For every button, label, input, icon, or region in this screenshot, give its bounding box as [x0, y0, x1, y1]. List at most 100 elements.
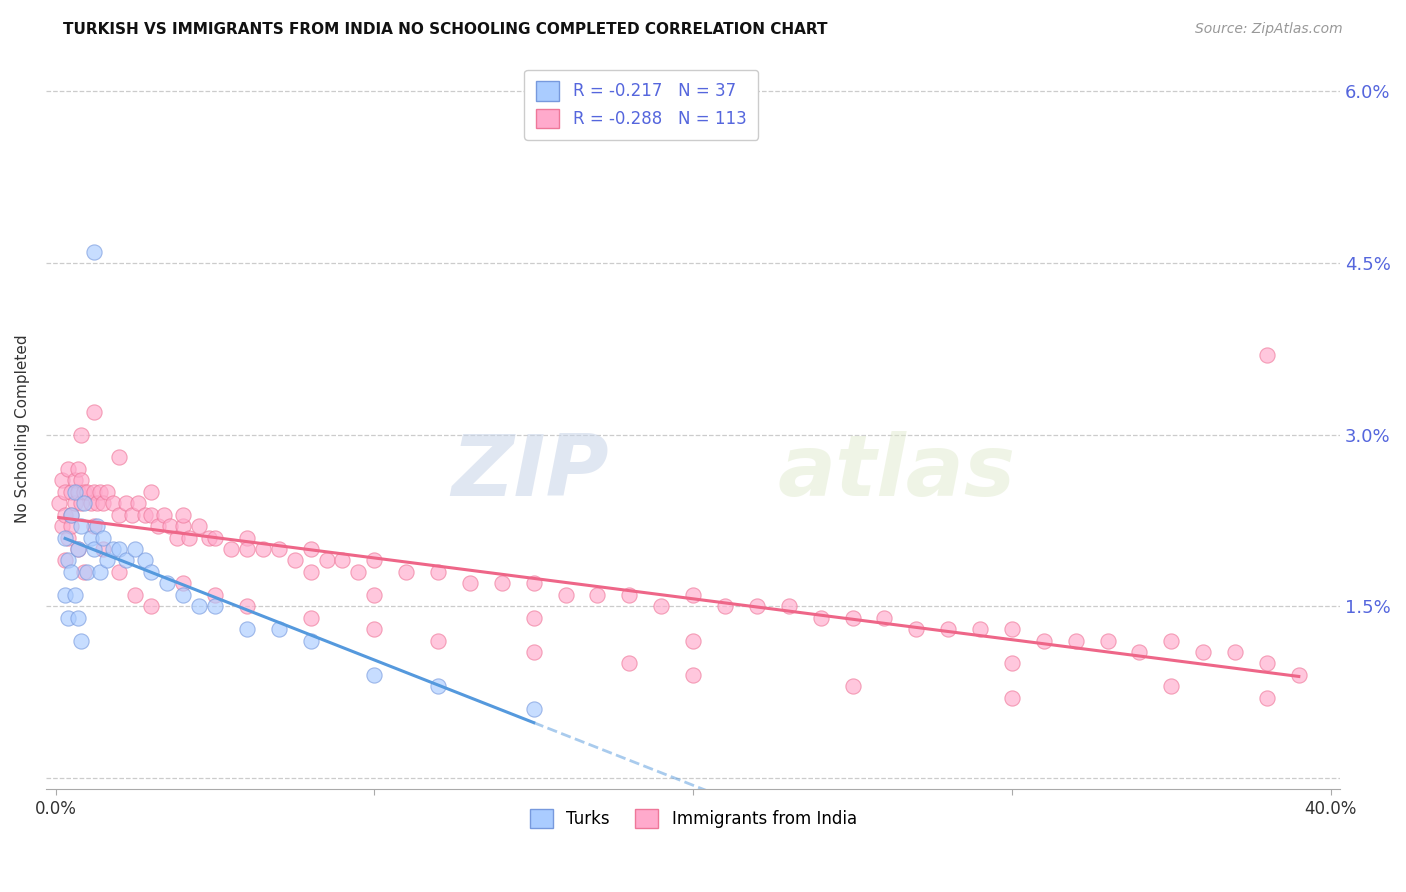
Point: [60, 484, 83, 499]
Point: [936, 622, 959, 636]
Point: [236, 541, 259, 556]
Point: [93, 541, 115, 556]
Text: Source: ZipAtlas.com: Source: ZipAtlas.com: [1195, 22, 1343, 37]
Point: [60, 565, 83, 579]
Point: [66, 541, 89, 556]
Point: [1288, 668, 1310, 682]
Point: [58, 553, 80, 567]
Point: [53, 508, 76, 522]
Point: [134, 508, 156, 522]
Point: [458, 576, 481, 591]
Point: [124, 541, 146, 556]
Point: [188, 519, 211, 533]
Y-axis label: No Schooling Completed: No Schooling Completed: [15, 334, 30, 524]
Point: [83, 484, 105, 499]
Point: [204, 531, 226, 545]
Point: [332, 553, 354, 567]
Point: [1160, 679, 1182, 693]
Point: [427, 679, 450, 693]
Point: [236, 599, 259, 614]
Point: [96, 553, 118, 567]
Point: [60, 519, 83, 533]
Text: TURKISH VS IMMIGRANTS FROM INDIA NO SCHOOLING COMPLETED CORRELATION CHART: TURKISH VS IMMIGRANTS FROM INDIA NO SCHO…: [63, 22, 828, 37]
Point: [108, 565, 131, 579]
Point: [96, 484, 118, 499]
Point: [101, 541, 124, 556]
Point: [299, 565, 322, 579]
Point: [66, 610, 89, 624]
Point: [70, 519, 93, 533]
Point: [523, 645, 546, 659]
Point: [1032, 633, 1054, 648]
Point: [267, 541, 290, 556]
Point: [427, 565, 450, 579]
Point: [141, 484, 163, 499]
Point: [172, 519, 194, 533]
Point: [93, 531, 115, 545]
Point: [63, 496, 86, 510]
Point: [299, 633, 322, 648]
Point: [1097, 633, 1119, 648]
Point: [236, 531, 259, 545]
Legend: Turks, Immigrants from India: Turks, Immigrants from India: [523, 803, 863, 835]
Point: [86, 519, 108, 533]
Point: [83, 541, 105, 556]
Text: atlas: atlas: [778, 431, 1015, 514]
Point: [1064, 633, 1087, 648]
Point: [172, 508, 194, 522]
Point: [299, 541, 322, 556]
Point: [1001, 622, 1024, 636]
Point: [363, 553, 385, 567]
Point: [48, 496, 70, 510]
Point: [284, 553, 307, 567]
Point: [619, 588, 641, 602]
Point: [363, 588, 385, 602]
Point: [141, 599, 163, 614]
Point: [83, 519, 105, 533]
Point: [427, 633, 450, 648]
Point: [63, 474, 86, 488]
Point: [53, 553, 76, 567]
Point: [73, 484, 96, 499]
Point: [267, 622, 290, 636]
Point: [1128, 645, 1150, 659]
Point: [179, 531, 201, 545]
Point: [63, 588, 86, 602]
Point: [841, 679, 863, 693]
Point: [114, 553, 136, 567]
Point: [86, 496, 108, 510]
Point: [53, 531, 76, 545]
Point: [1256, 690, 1278, 705]
Point: [153, 508, 176, 522]
Point: [101, 496, 124, 510]
Point: [134, 553, 156, 567]
Point: [70, 496, 93, 510]
Point: [1256, 347, 1278, 361]
Text: ZIP: ZIP: [451, 431, 609, 514]
Point: [188, 599, 211, 614]
Point: [745, 599, 768, 614]
Point: [523, 702, 546, 716]
Point: [114, 496, 136, 510]
Point: [70, 633, 93, 648]
Point: [682, 633, 704, 648]
Point: [1160, 633, 1182, 648]
Point: [586, 588, 609, 602]
Point: [66, 541, 89, 556]
Point: [523, 610, 546, 624]
Point: [619, 657, 641, 671]
Point: [1001, 657, 1024, 671]
Point: [1001, 690, 1024, 705]
Point: [1256, 657, 1278, 671]
Point: [363, 622, 385, 636]
Point: [83, 405, 105, 419]
Point: [395, 565, 418, 579]
Point: [146, 519, 169, 533]
Point: [1223, 645, 1246, 659]
Point: [121, 508, 143, 522]
Point: [166, 531, 188, 545]
Point: [127, 496, 149, 510]
Point: [51, 474, 73, 488]
Point: [682, 668, 704, 682]
Point: [73, 496, 96, 510]
